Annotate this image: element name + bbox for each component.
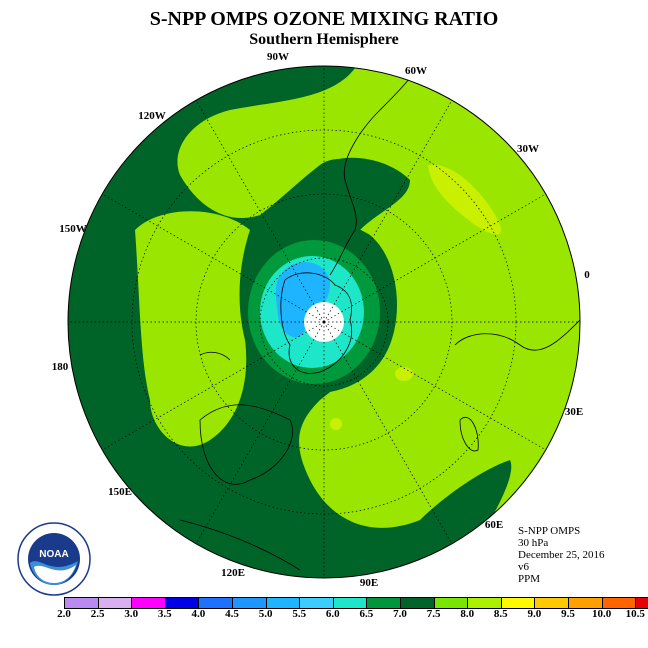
lon-label-90w: 90W	[267, 51, 289, 63]
colorbar-tick-label: 2.5	[90, 608, 105, 620]
noaa-logo-text: NOAA	[39, 549, 68, 560]
lon-label-30w: 30W	[517, 143, 539, 155]
colorbar-tick-label: 2.0	[57, 608, 71, 620]
map-title: S-NPP OMPS OZONE MIXING RATIO	[149, 8, 499, 30]
colorbar-segment	[602, 598, 637, 608]
colorbar-segment	[434, 598, 469, 608]
colorbar-segment	[501, 598, 536, 608]
colorbar-tick-label: 6.5	[359, 608, 374, 620]
colorbar	[64, 597, 648, 609]
lon-label-30e: 30E	[565, 406, 583, 418]
map-subtitle: Southern Hemisphere	[249, 31, 399, 48]
colorbar-tick-label: 7.5	[426, 608, 441, 620]
coastlines	[179, 66, 580, 571]
colorbar-tick-label: 5.0	[258, 608, 273, 620]
colorbar-tick-label: 8.0	[460, 608, 475, 620]
lon-label-60w: 60W	[405, 65, 427, 77]
field-core-blue	[275, 262, 330, 338]
colorbar-tick-label: 3.0	[124, 608, 139, 620]
colorbar-segment	[568, 598, 603, 608]
graticule	[68, 66, 580, 578]
field-high-west	[135, 211, 250, 447]
colorbar-segment	[300, 598, 334, 608]
lon-label-180: 180	[52, 361, 69, 373]
info-date: December 25, 2016	[518, 549, 605, 561]
colorbar-tick-label: 4.0	[191, 608, 206, 620]
colorbar-segment	[400, 598, 435, 608]
colorbar-tick-label: 4.5	[225, 608, 239, 620]
map-border	[67, 65, 581, 579]
field-highest-spot-2	[330, 418, 342, 430]
colorbar-segment	[468, 598, 502, 608]
ozone-field	[68, 66, 580, 578]
longitude-labels: 90W 60W 30W 0 30E 60E 90E 120E 150E 180 …	[52, 51, 591, 589]
colorbar-tick-label: 7.0	[393, 608, 407, 620]
lon-label-150e: 150E	[108, 486, 132, 498]
field-highest-spot-1	[395, 367, 413, 381]
colorbar-tick-label: 5.5	[292, 608, 307, 620]
colorbar-tick-label: 9.0	[527, 608, 542, 620]
colorbar-tick-label: 9.5	[561, 608, 575, 620]
lon-label-120w: 120W	[138, 110, 166, 122]
colorbar-segment	[98, 598, 133, 608]
info-instrument: S-NPP OMPS	[518, 525, 581, 537]
colorbar-tick-label: 10.0	[591, 608, 612, 620]
info-level: 30 hPa	[518, 537, 549, 549]
colorbar-labels: 2.0 2.5 3.0 3.5 4.0 4.5 5.0 5.5 6.0 6.5 7.0 7.5 8.0 8…	[0, 608, 648, 622]
colorbar-segment	[165, 598, 200, 608]
colorbar-segment	[132, 598, 166, 608]
colorbar-segment	[266, 598, 301, 608]
colorbar-segment	[65, 598, 99, 608]
colorbar-segment	[232, 598, 267, 608]
info-units: PPM	[518, 573, 541, 585]
field-highest-patch	[428, 164, 501, 235]
colorbar-tick-label: 6.0	[325, 608, 340, 620]
lon-label-120e: 120E	[221, 567, 245, 579]
colorbar-segment	[535, 598, 569, 608]
colorbar-tick-label: 10.5	[625, 608, 645, 620]
lon-label-150w: 150W	[59, 223, 87, 235]
colorbar-segment	[333, 598, 368, 608]
product-info: S-NPP OMPS 30 hPa December 25, 2016 v6 P…	[518, 525, 604, 585]
colorbar-segment	[636, 598, 648, 608]
colorbar-segment	[199, 598, 233, 608]
lon-label-60e: 60E	[485, 519, 503, 531]
info-version: v6	[518, 561, 529, 573]
lon-label-90e: 90E	[360, 577, 378, 589]
colorbar-tick-label: 3.5	[157, 608, 172, 620]
south-pole-dot	[322, 320, 326, 324]
noaa-logo: NOAA	[17, 522, 91, 596]
colorbar-segment	[367, 598, 401, 608]
field-low-lobe	[320, 158, 401, 205]
lon-label-0: 0	[584, 269, 590, 281]
colorbar-tick-label: 8.5	[493, 608, 508, 620]
